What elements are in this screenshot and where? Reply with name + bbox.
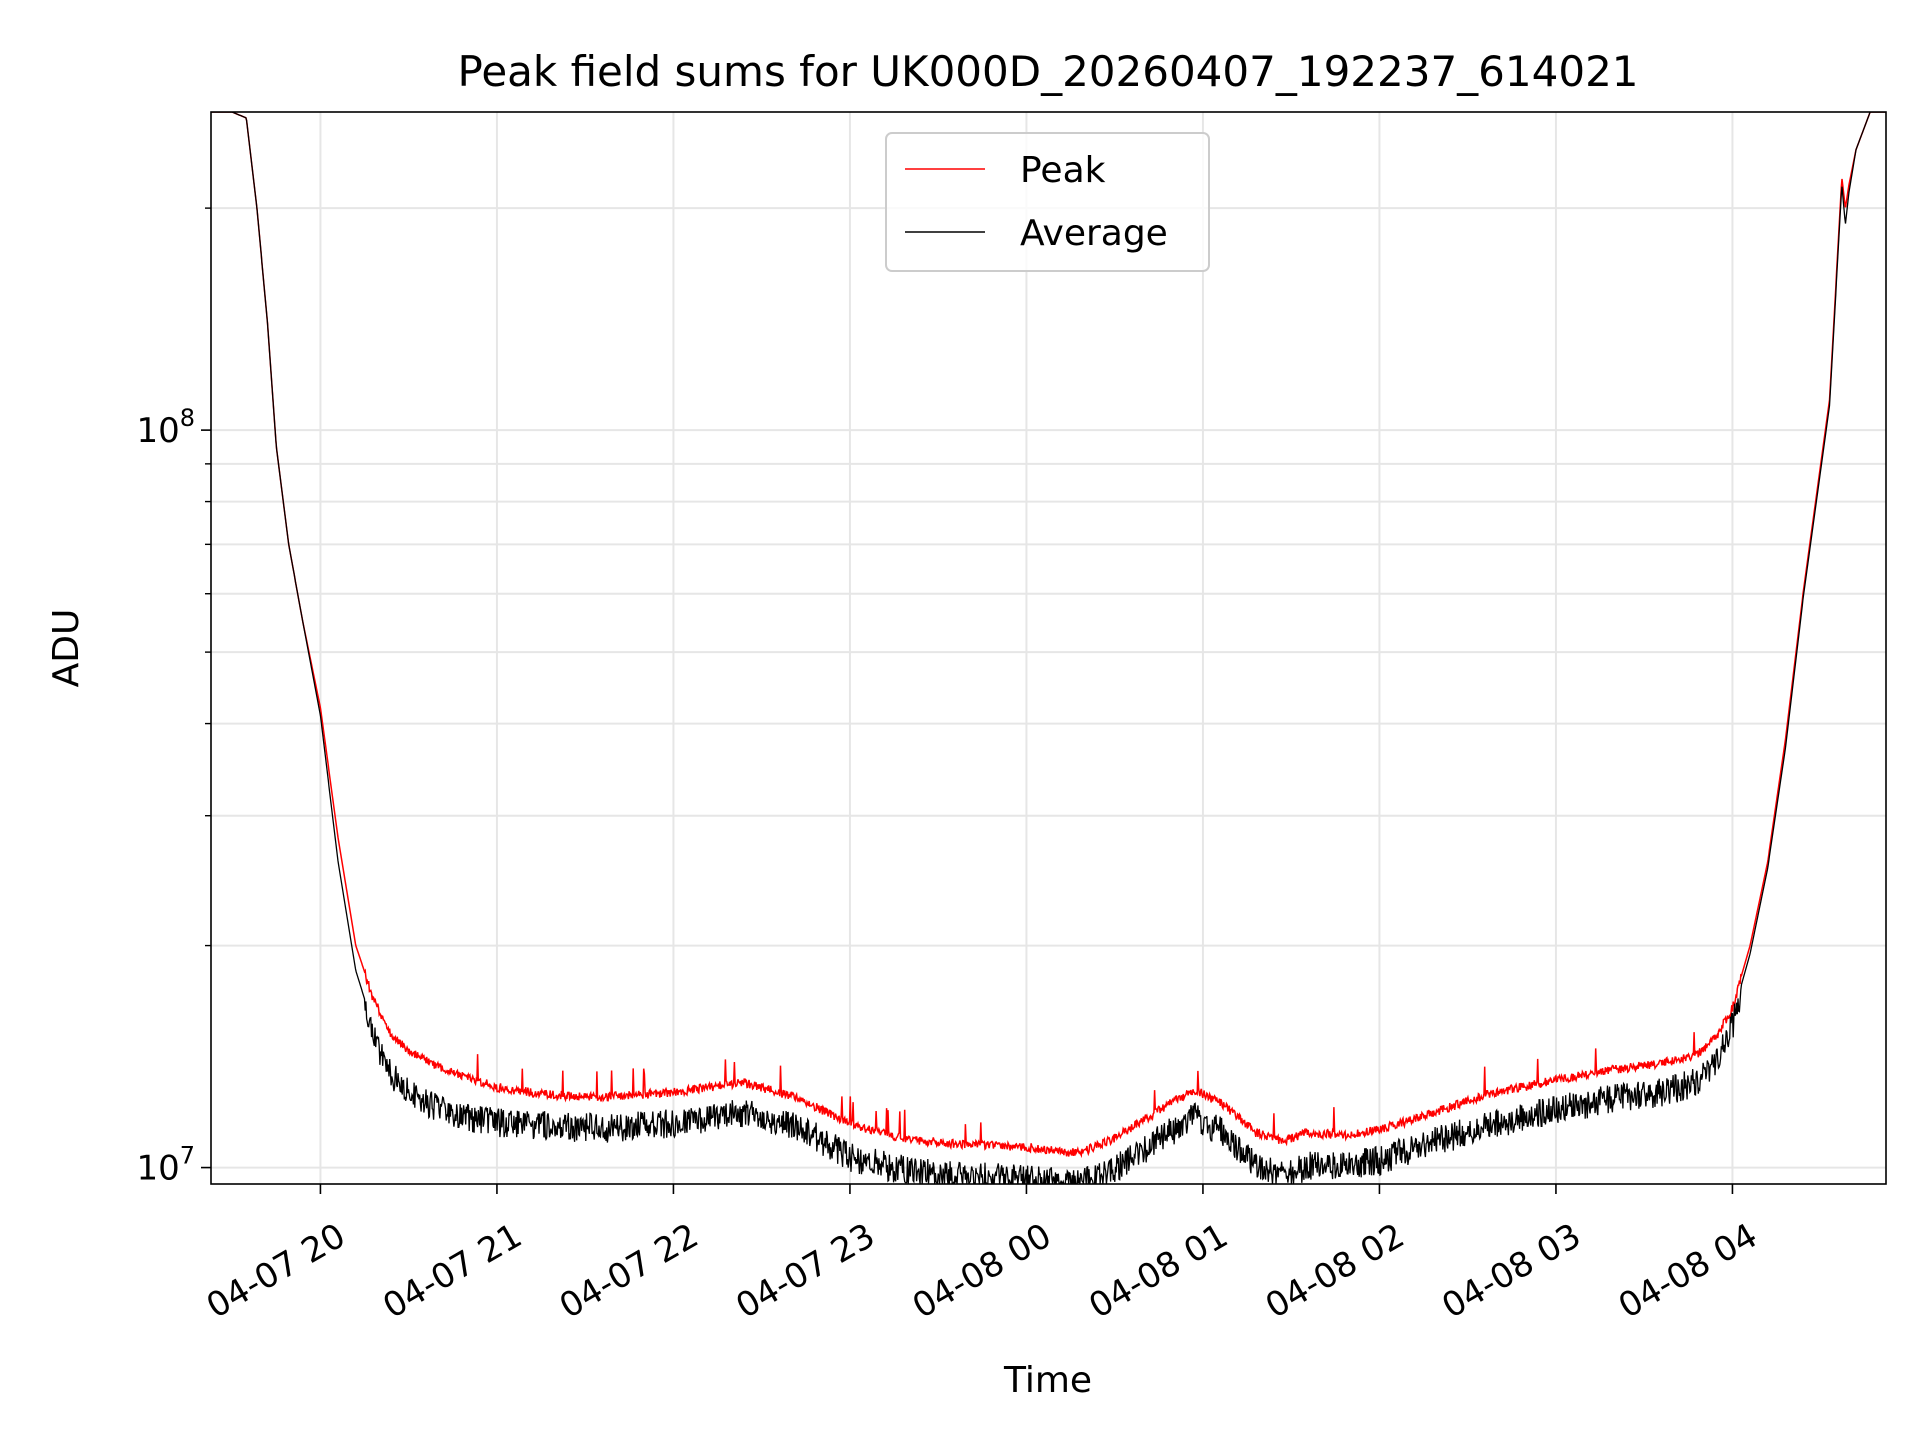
series-layer	[211, 112, 1886, 1184]
grid-lines	[211, 112, 1886, 1184]
y-axis-label: ADU	[46, 609, 87, 688]
plot-area-frame	[210, 111, 1887, 1185]
y-tick-label: 107	[136, 1142, 195, 1189]
legend-box	[885, 132, 1210, 272]
x-axis-label: Time	[1003, 1360, 1092, 1401]
chart-title: Peak field sums for UK000D_20260407_1922…	[457, 47, 1638, 96]
peak-series-line	[211, 112, 1886, 1159]
legend-peak-label: Peak	[1020, 150, 1106, 191]
legend: Peak Average	[885, 132, 1210, 272]
legend-average-label: Average	[1020, 213, 1168, 254]
y-tick-label: 108	[136, 404, 195, 451]
average-series-line	[211, 112, 1886, 1184]
